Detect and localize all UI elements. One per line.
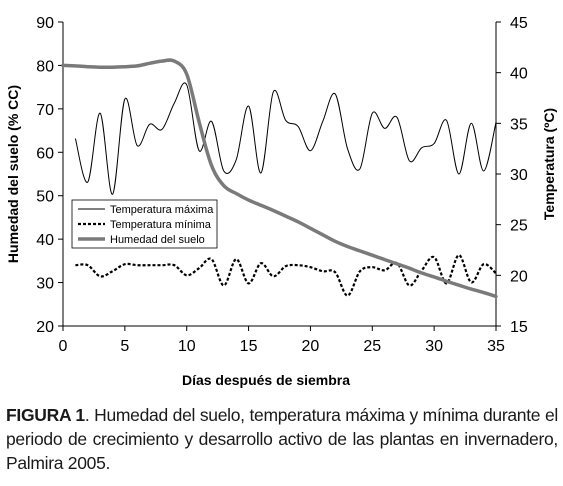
y-left-tick-label: 20 xyxy=(36,319,54,336)
y-right-tick-label: 45 xyxy=(510,15,528,32)
legend-label-temp-min: Temperatura mínima xyxy=(110,219,212,231)
x-tick-label: 35 xyxy=(487,338,505,355)
y-left-tick-label: 70 xyxy=(36,102,54,119)
caption-text: . Humedad del suelo, temperatura máxima … xyxy=(6,405,559,473)
x-tick-label: 25 xyxy=(363,338,381,355)
y-right-tick-label: 20 xyxy=(510,268,528,285)
y-right-tick-label: 25 xyxy=(510,218,528,235)
y-right-tick-label: 15 xyxy=(510,319,528,336)
series-layer xyxy=(61,58,498,299)
y-left-tick-label: 90 xyxy=(36,15,54,32)
legend: Temperatura máxima Temperatura mínima Hu… xyxy=(71,199,218,249)
y-right-axis-title: Temperatura (ºC) xyxy=(541,108,557,220)
series-humedad-suelo xyxy=(61,58,498,299)
y-left-tick-label: 80 xyxy=(36,58,54,75)
figure-caption: FIGURA 1. Humedad del suelo, temperatura… xyxy=(6,403,558,475)
series-temperatura-minima xyxy=(75,253,497,297)
y-right-tick-label: 35 xyxy=(510,116,528,133)
legend-label-humedad: Humedad del suelo xyxy=(110,234,205,246)
y-left-tick-label: 50 xyxy=(36,189,54,206)
legend-label-temp-max: Temperatura máxima xyxy=(110,204,214,216)
x-tick-label: 15 xyxy=(240,338,258,355)
y-left-tick-label: 30 xyxy=(36,276,54,293)
x-tick-label: 30 xyxy=(425,338,443,355)
x-ticks: 0 5 10 15 20 25 30 35 xyxy=(59,326,505,355)
x-tick-label: 5 xyxy=(120,338,129,355)
y-left-ticks: 20 30 40 50 60 70 80 90 xyxy=(36,15,63,336)
y-left-tick-label: 60 xyxy=(36,145,54,162)
y-left-tick-label: 40 xyxy=(36,232,54,249)
y-right-ticks: 15 20 25 30 35 40 45 xyxy=(496,15,528,336)
y-right-tick-label: 40 xyxy=(510,66,528,83)
x-axis-title: Días después de siembra xyxy=(182,372,350,388)
series-temperatura-maxima xyxy=(74,82,497,195)
y-left-axis-title: Humedad del suelo (% CC) xyxy=(5,85,21,263)
x-tick-label: 0 xyxy=(59,338,68,355)
figure-chart: 0 5 10 15 20 25 30 35 20 30 40 50 60 70 80 90 15 20 25 30… xyxy=(5,15,557,388)
caption-label: FIGURA 1 xyxy=(6,405,85,425)
x-tick-label: 10 xyxy=(178,338,196,355)
y-right-tick-label: 30 xyxy=(510,167,528,184)
x-tick-label: 20 xyxy=(302,338,320,355)
